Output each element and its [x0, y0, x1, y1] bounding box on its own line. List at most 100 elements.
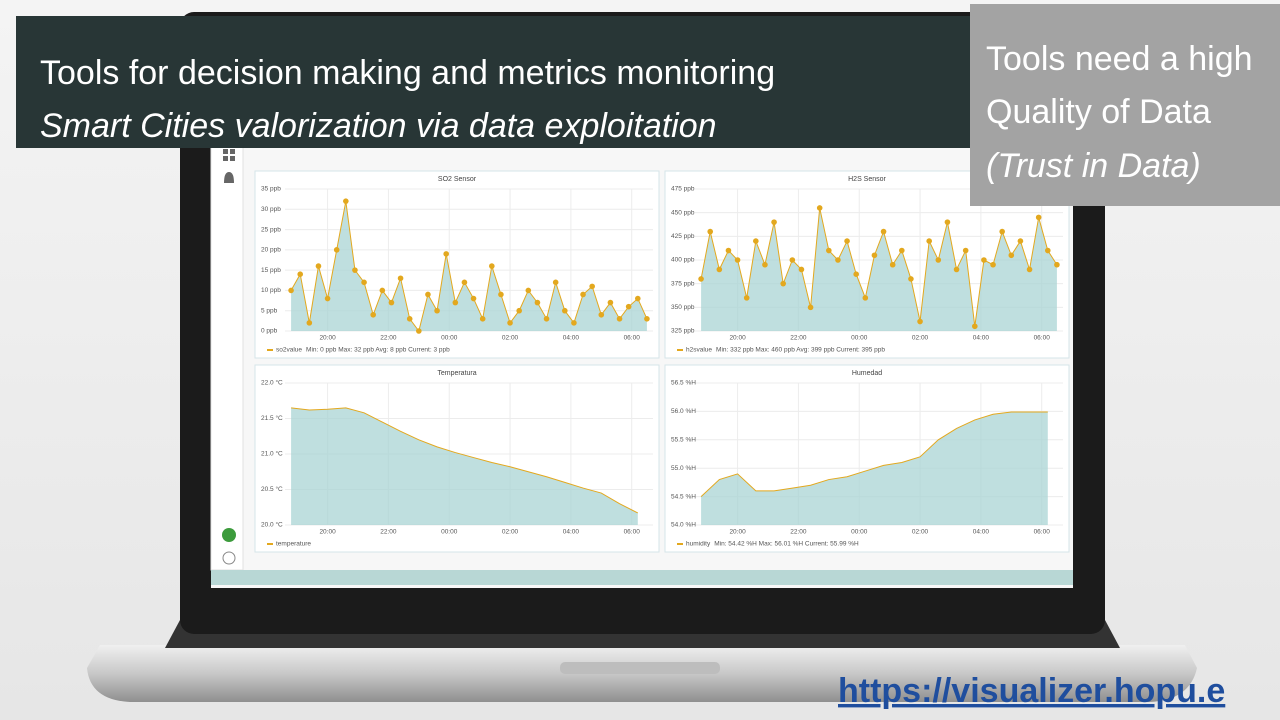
x-tick-label: 06:00 [624, 529, 641, 536]
point [324, 295, 331, 302]
legend-label: h2svalue [686, 347, 712, 354]
x-tick-label: 22:00 [790, 529, 807, 536]
point [625, 303, 632, 310]
x-tick-label: 04:00 [973, 335, 990, 342]
line [700, 411, 1048, 497]
link[interactable]: https://visualizer.hopu.e [838, 672, 1225, 710]
y-tick-label: 0 ppb [261, 328, 278, 335]
x-tick-label: 02:00 [912, 529, 929, 536]
point [871, 252, 878, 259]
legend-label: temperature [276, 541, 311, 548]
icon-avatar [222, 528, 236, 542]
panel-title: SO2 Sensor [438, 176, 477, 183]
header-box [16, 16, 970, 148]
y-tick-label: 25 ppb [261, 226, 281, 233]
x-tick-label: 04:00 [563, 335, 580, 342]
point [543, 316, 550, 322]
point [1026, 266, 1033, 273]
point [1054, 261, 1060, 268]
point [352, 267, 358, 273]
point [899, 247, 905, 254]
point [634, 295, 641, 302]
point [725, 247, 732, 254]
point [397, 275, 404, 282]
point [552, 279, 559, 286]
x-tick-label: 20:00 [729, 529, 746, 536]
y-tick-label: 30 ppb [261, 206, 281, 213]
point [990, 261, 996, 268]
x-tick-label: 22:00 [380, 335, 397, 342]
x-tick-label: 02:00 [912, 335, 929, 342]
point [598, 311, 605, 318]
y-tick-label: 35 ppb [261, 186, 281, 193]
point [743, 295, 750, 301]
area [701, 207, 1057, 331]
x-tick-label: 06:00 [1034, 335, 1051, 342]
legend-stats: Min: 54.42 %H Max: 56.01 %H Current: 55.… [714, 541, 859, 548]
point [880, 228, 887, 235]
x-tick-label: 06:00 [624, 335, 641, 342]
icon-help [222, 551, 236, 565]
point [862, 295, 869, 301]
x-tick-label: 00:00 [441, 529, 458, 536]
point [1008, 252, 1015, 259]
point [698, 276, 704, 282]
y-tick-label: 55.5 %H [671, 437, 696, 444]
y-tick-label: 450 ppb [671, 209, 695, 216]
point [889, 261, 896, 268]
y-tick-label: 54.5 %H [671, 493, 696, 500]
area [291, 407, 638, 525]
point [379, 287, 386, 294]
header-title: Tools for decision making and metrics mo… [40, 54, 775, 92]
point [798, 266, 805, 273]
icon [230, 156, 235, 161]
y-tick-label: 325 ppb [671, 328, 695, 335]
point [816, 205, 823, 211]
icon-bell [224, 172, 234, 183]
y-tick-label: 400 ppb [671, 257, 695, 264]
y-tick-label: 56.5 %H [671, 380, 696, 387]
point [470, 295, 477, 302]
panel-title: H2S Sensor [848, 176, 886, 183]
y-tick-label: 21.5 °C [261, 414, 283, 422]
point [926, 238, 932, 244]
line [290, 201, 648, 333]
point [479, 316, 486, 322]
y-tick-label: 22.0 °C [261, 379, 283, 387]
x-tick-label: 06:00 [1034, 529, 1051, 536]
legend-stats: Min: 0 ppb Max: 32 ppb Avg: 8 ppb Curren… [306, 347, 450, 354]
point [716, 266, 723, 273]
point [1035, 214, 1042, 221]
callout-line: Tools need a high [986, 40, 1253, 78]
point [962, 247, 969, 254]
point [589, 283, 595, 290]
y-tick-label: 425 ppb [671, 233, 695, 240]
point [288, 287, 294, 294]
point [762, 261, 768, 268]
point [388, 299, 395, 306]
icon [223, 149, 228, 154]
point [406, 316, 413, 322]
x-tick-label: 00:00 [441, 335, 458, 342]
point [935, 257, 942, 263]
point [315, 263, 322, 269]
x-tick-label: 20:00 [319, 335, 336, 342]
point [562, 307, 568, 314]
point [707, 228, 714, 235]
sidebar [210, 139, 244, 571]
point [1017, 238, 1024, 244]
point [361, 279, 367, 286]
point [807, 304, 814, 311]
point [1044, 247, 1051, 254]
point [917, 318, 923, 325]
icon [230, 149, 235, 154]
x-tick-label: 04:00 [563, 529, 580, 536]
y-tick-label: 56.0 %H [671, 408, 696, 415]
point [616, 316, 623, 322]
point [908, 276, 914, 282]
point [498, 291, 504, 298]
point [580, 291, 586, 298]
callout-line: Quality of Data [986, 93, 1211, 131]
y-tick-label: 20 ppb [261, 247, 281, 254]
